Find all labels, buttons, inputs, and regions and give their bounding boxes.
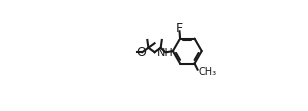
- Text: CH₃: CH₃: [198, 67, 216, 77]
- Text: O: O: [136, 46, 146, 59]
- Text: NH: NH: [157, 48, 174, 58]
- Text: F: F: [176, 22, 183, 35]
